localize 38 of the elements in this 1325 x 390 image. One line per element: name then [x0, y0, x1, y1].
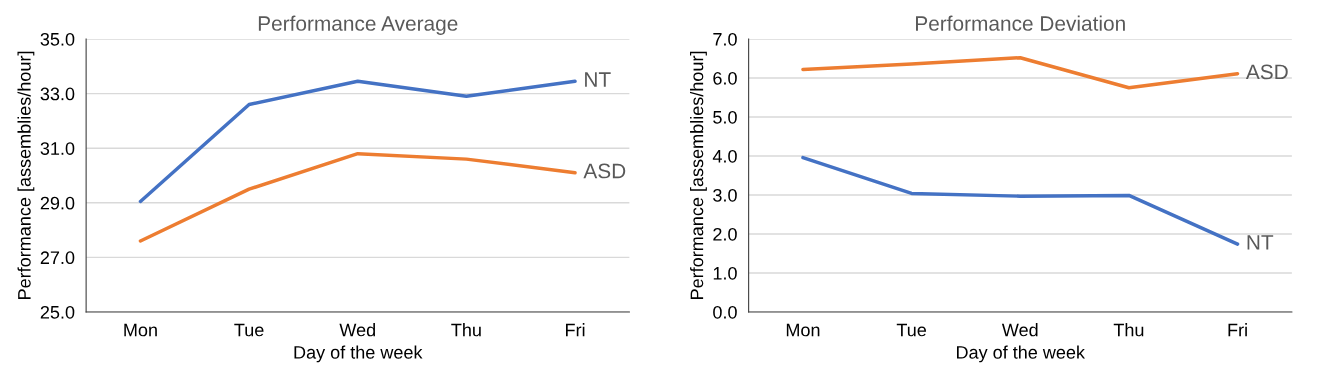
- chart-title: Performance Deviation: [916, 15, 1125, 31]
- y-tick-label: 2.0: [713, 227, 737, 241]
- line-series: [138, 151, 577, 243]
- x-tick-label: Fri: [1228, 323, 1247, 337]
- series-label: NT: [1247, 235, 1274, 250]
- y-tick-label: 6.0: [713, 71, 737, 85]
- x-axis-title: Day of the week: [957, 345, 1086, 363]
- y-tick-label: 0.0: [713, 305, 737, 319]
- y-axis-title: Performance [assemblies/hour]: [690, 51, 707, 299]
- x-tick-label: Thu: [451, 323, 481, 337]
- x-tick-label: Fri: [566, 323, 585, 337]
- line-series: [138, 79, 577, 204]
- y-tick-label: 27.0: [40, 251, 75, 265]
- y-tick-label: 31.0: [40, 142, 75, 155]
- series-label: NT: [585, 72, 611, 87]
- y-tick-label: 25.0: [40, 305, 75, 319]
- line-series: [801, 55, 1240, 90]
- x-tick-label: Thu: [1113, 323, 1144, 337]
- y-tick-label: 29.0: [40, 196, 75, 210]
- y-tick-label: 35.0: [40, 32, 75, 46]
- x-tick-label: Mon: [786, 323, 820, 337]
- x-tick-label: Tue: [234, 323, 264, 337]
- y-tick-label: 7.0: [713, 32, 737, 46]
- x-tick-label: Tue: [896, 323, 927, 337]
- x-axis-title: Day of the week: [294, 345, 423, 363]
- line-series: [801, 155, 1240, 246]
- x-tick-label: Wed: [1001, 323, 1038, 337]
- y-axis-title: Performance [assemblies/hour]: [17, 51, 35, 299]
- chart-title: Performance Average: [258, 15, 458, 35]
- y-tick-label: 33.0: [40, 87, 75, 101]
- series-label: ASD: [1245, 64, 1288, 80]
- y-tick-label: 4.0: [712, 149, 737, 163]
- y-tick-label: 1.0: [713, 266, 737, 280]
- x-tick-label: Wed: [339, 323, 375, 337]
- x-tick-label: Mon: [124, 323, 157, 337]
- series-label: ASD: [583, 163, 626, 179]
- y-tick-label: 3.0: [713, 188, 737, 202]
- y-tick-label: 5.0: [713, 110, 737, 124]
